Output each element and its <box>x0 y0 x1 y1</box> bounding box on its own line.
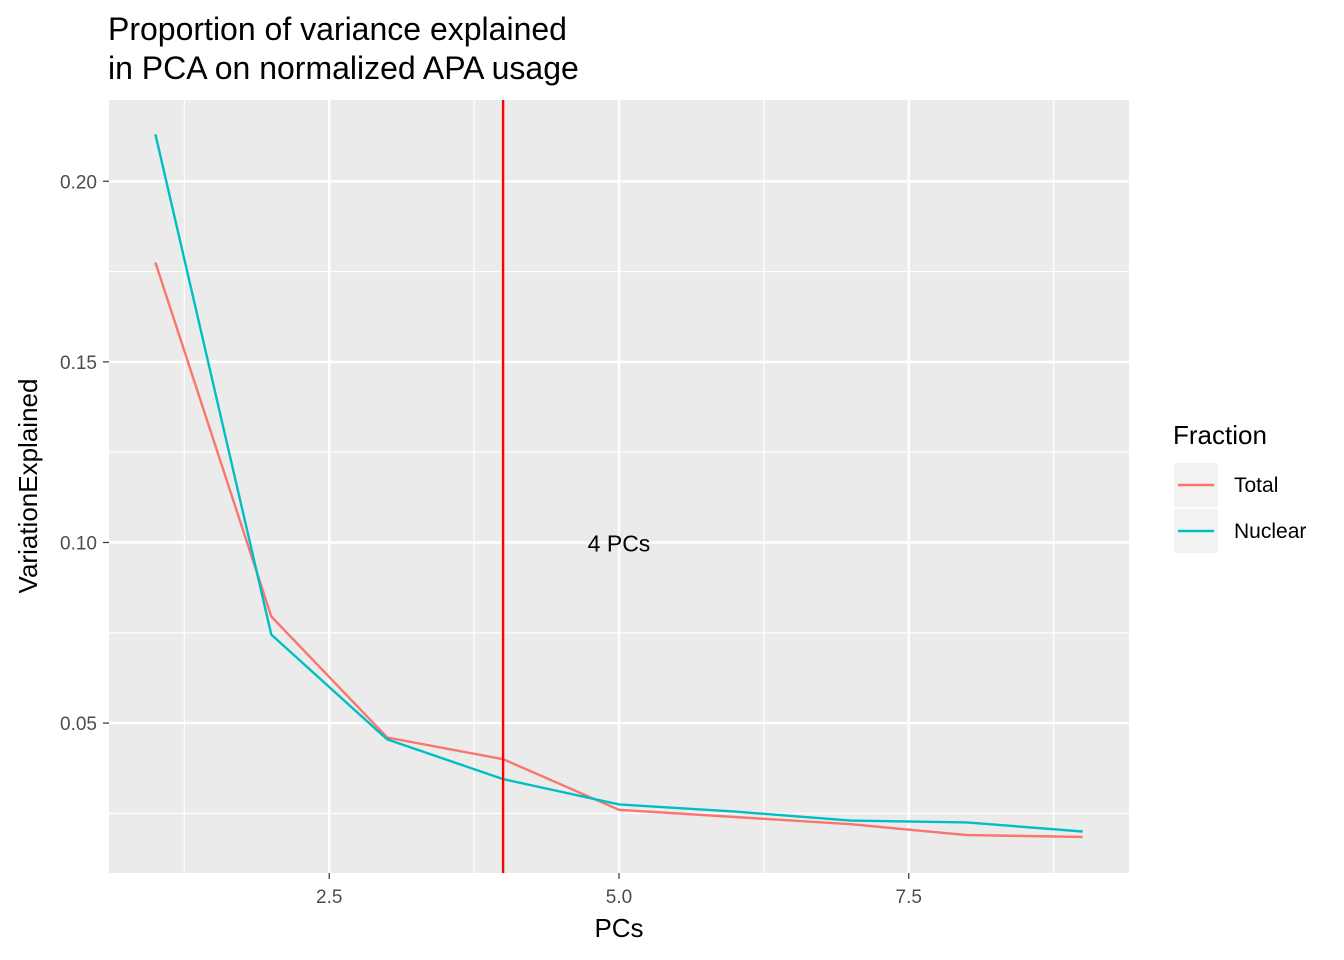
legend-title: Fraction <box>1173 420 1267 450</box>
legend: Fraction Total Nuclear <box>1173 420 1306 553</box>
series-line-nuclear <box>154 134 1083 833</box>
y-axis-title: VariationExplained <box>13 379 43 594</box>
y-tick-label: 0.20 <box>60 172 97 193</box>
chart-title-line-2: in PCA on normalized APA usage <box>108 50 579 86</box>
y-axis-ticks: 0.05 0.10 0.15 0.20 <box>60 172 109 735</box>
legend-label-nuclear: Nuclear <box>1234 520 1306 543</box>
x-tick-label: 5.0 <box>606 887 632 908</box>
chart-title-line-1: Proportion of variance explained <box>108 11 567 47</box>
major-gridlines <box>109 100 1129 873</box>
y-tick-label: 0.05 <box>60 714 97 735</box>
x-tick-label: 2.5 <box>316 887 342 908</box>
x-tick-label: 7.5 <box>896 887 922 908</box>
x-axis-title: PCs <box>594 913 643 943</box>
series-line-total <box>154 262 1083 839</box>
x-axis-ticks: 2.5 5.0 7.5 <box>316 873 922 908</box>
y-tick-label: 0.10 <box>60 533 97 554</box>
annotation-4-pcs: 4 PCs <box>588 530 651 556</box>
legend-label-total: Total <box>1234 474 1278 497</box>
y-tick-label: 0.15 <box>60 353 97 374</box>
series-lines <box>154 134 1083 839</box>
